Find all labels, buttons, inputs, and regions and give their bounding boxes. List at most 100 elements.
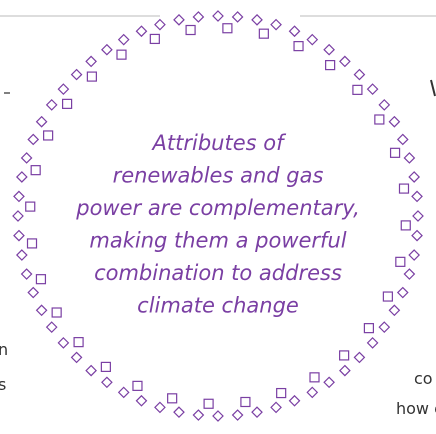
diamond — [252, 407, 262, 417]
diamond — [271, 20, 281, 30]
diamond — [409, 250, 419, 260]
diamond — [404, 153, 414, 163]
diamond — [368, 84, 378, 94]
square — [117, 50, 126, 59]
diamond — [412, 191, 422, 201]
diamond — [58, 84, 68, 94]
partial-glyph — [431, 80, 435, 96]
diamond — [307, 387, 317, 397]
square — [223, 24, 232, 33]
diamond — [213, 411, 223, 421]
square — [396, 257, 405, 266]
quote-line: making them a powerful — [89, 229, 346, 253]
square — [101, 362, 110, 371]
diamond — [28, 288, 38, 298]
square — [326, 61, 335, 70]
square — [340, 351, 349, 360]
diamond — [398, 288, 408, 298]
square — [63, 99, 72, 108]
square — [353, 85, 362, 94]
square — [133, 381, 142, 390]
diamond — [13, 211, 23, 221]
diamond — [47, 322, 57, 332]
diamond — [37, 117, 47, 127]
square — [401, 221, 410, 230]
quote-line: renewables and gas — [113, 164, 324, 188]
diamond — [193, 410, 203, 420]
square — [36, 275, 45, 284]
square — [87, 72, 96, 81]
diamond — [155, 402, 165, 412]
fragment: n — [0, 340, 8, 359]
diamond — [72, 70, 82, 80]
page: Attributes of renewables and gas power are… — [0, 0, 436, 434]
diamond — [379, 322, 389, 332]
diamond — [14, 231, 24, 241]
square — [44, 131, 53, 140]
diamond — [271, 402, 281, 412]
diamond — [17, 250, 27, 260]
diamond — [37, 305, 47, 315]
square — [375, 115, 384, 124]
diamond — [412, 231, 422, 241]
square — [26, 202, 35, 211]
diamond — [340, 56, 350, 66]
diamond — [368, 338, 378, 348]
quote-graphic: Attributes of renewables and gas power are… — [0, 0, 436, 434]
diamond — [58, 338, 68, 348]
quote-line: power are complementary, — [75, 196, 360, 220]
diamond — [409, 172, 419, 182]
square — [150, 34, 159, 43]
diamond — [398, 134, 408, 144]
diamond — [22, 269, 32, 279]
diamond — [252, 15, 262, 25]
square — [186, 26, 195, 35]
diamond — [193, 12, 203, 22]
square — [74, 338, 83, 347]
square — [241, 397, 250, 406]
diamond — [413, 211, 423, 221]
quote-line: climate change — [137, 294, 299, 318]
square — [28, 239, 37, 248]
diamond — [290, 26, 300, 36]
diamond — [324, 377, 334, 387]
square — [294, 42, 303, 51]
diamond — [404, 269, 414, 279]
square — [52, 308, 61, 317]
diamond — [72, 352, 82, 362]
diamond — [324, 45, 334, 55]
diamond — [86, 366, 96, 376]
diamond — [155, 20, 165, 30]
diamond — [28, 134, 38, 144]
square — [168, 394, 177, 403]
diamond — [174, 15, 184, 25]
diamond — [102, 377, 112, 387]
diamond — [119, 35, 129, 45]
square — [31, 166, 40, 175]
square — [259, 29, 268, 38]
diamond — [307, 35, 317, 45]
diamond — [14, 191, 24, 201]
diamond — [389, 117, 399, 127]
quote: Attributes of renewables and gas power are… — [75, 131, 360, 318]
diamond — [119, 387, 129, 397]
square — [383, 292, 392, 301]
diamond — [102, 45, 112, 55]
diamond — [174, 407, 184, 417]
square — [364, 324, 373, 333]
quote-line: combination to address — [94, 261, 342, 285]
square — [391, 148, 400, 157]
fragment: how e — [396, 399, 436, 418]
diamond — [233, 410, 243, 420]
diamond — [354, 70, 364, 80]
diamond — [136, 26, 146, 36]
diamond — [22, 153, 32, 163]
diamond — [213, 11, 223, 21]
diamond — [17, 172, 27, 182]
fragment: co — [414, 369, 433, 388]
square — [204, 399, 213, 408]
square — [399, 184, 408, 193]
diamond — [86, 56, 96, 66]
diamond — [136, 396, 146, 406]
quote-line: Attributes of — [151, 131, 288, 155]
